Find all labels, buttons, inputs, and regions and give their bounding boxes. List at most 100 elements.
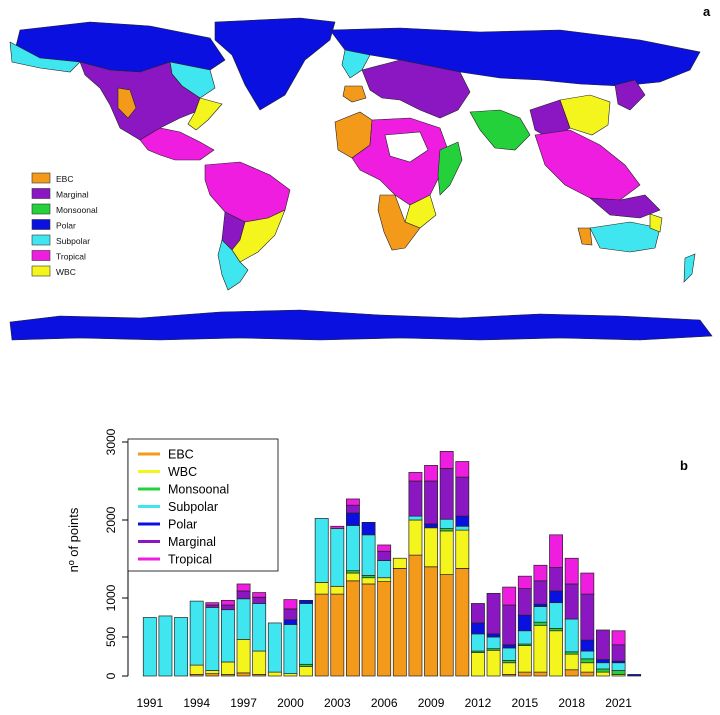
- bar-segment-polar-2020: [596, 659, 610, 664]
- bar-segment-wbc-2005: [361, 577, 376, 585]
- map-legend-label-polar: Polar: [56, 221, 76, 231]
- bar-segment-wbc-2009: [424, 527, 438, 568]
- bar-segment-tropical-2000: [283, 599, 298, 610]
- bar-segment-subpolar-2017: [549, 602, 563, 629]
- bar-segment-marginal-2011: [455, 476, 470, 517]
- bar-segment-wbc-2001: [299, 666, 313, 677]
- bar-segment-tropical-2006: [377, 544, 392, 552]
- bar-segment-wbc-2011: [455, 529, 470, 569]
- map-legend-swatch-marginal: [31, 188, 51, 199]
- x-tick-label: 2012: [465, 696, 492, 710]
- bar-segment-marginal-1997: [236, 590, 251, 600]
- map-region-brazil-wbc: [231, 209, 286, 263]
- bar-segment-monsoonal-2019: [580, 658, 595, 664]
- bar-segment-wbc-2003: [330, 585, 345, 595]
- map-region-southwest-africa-ebc: [377, 194, 421, 251]
- bar-segment-ebc-2003: [330, 593, 345, 677]
- bar-segment-ebc-1995: [205, 673, 220, 677]
- map-region-gulf-tropical: [139, 127, 215, 161]
- bar-segment-subpolar-2013: [486, 636, 501, 650]
- bar-segment-ebc-2010: [439, 574, 454, 677]
- map-legend-swatch-monsoonal: [31, 203, 51, 215]
- panel-a-letter: a: [703, 4, 711, 19]
- bar-segment-polar-2014: [502, 644, 517, 649]
- bar-segment-wbc-2017: [549, 630, 563, 677]
- map-region-southeast-asia-tropical: [534, 129, 641, 201]
- map-region-scandinavia-subpolar: [341, 49, 371, 79]
- bar-segment-monsoonal-2017: [549, 628, 563, 632]
- bar-segment-subpolar-1999: [267, 622, 282, 673]
- map-legend-label-subpolar: Subpolar: [56, 236, 90, 246]
- bar-segment-polar-2001: [299, 599, 313, 604]
- bar-segment-monsoonal-2004: [346, 570, 360, 574]
- bar-segment-wbc-2006: [377, 577, 392, 582]
- chart-legend-label-polar: Polar: [168, 518, 197, 532]
- map-legend-swatch-tropical: [31, 250, 51, 261]
- bar-segment-monsoonal-2016: [533, 621, 548, 626]
- bar-segment-wbc-2004: [346, 572, 360, 582]
- x-tick-label: 1994: [183, 696, 210, 710]
- bar-segment-marginal-2010: [439, 468, 454, 520]
- map-region-new-zealand-subpolar: [683, 253, 696, 283]
- bar-segment-subpolar-1994: [189, 600, 204, 666]
- panel-b-letter: b: [680, 458, 688, 473]
- bar-segment-marginal-2012: [471, 603, 485, 624]
- map-legend-label-wbc: WBC: [56, 267, 76, 277]
- bar-segment-wbc-1999: [267, 671, 282, 677]
- bar-segment-polar-2012: [471, 622, 485, 635]
- map-region-iberia-ebc: [342, 85, 367, 103]
- bar-segment-marginal-2006: [377, 550, 392, 561]
- bar-segment-subpolar-1991: [142, 617, 157, 677]
- bar-segment-tropical-2011: [455, 461, 470, 478]
- bar-segment-wbc-2019: [580, 662, 595, 673]
- bar-segment-marginal-1996: [221, 604, 235, 611]
- bar-segment-subpolar-1998: [252, 603, 267, 652]
- map-region-us-west-ebc: [117, 87, 137, 119]
- map-legend-swatch-polar: [31, 219, 51, 230]
- bar-segment-monsoonal-2018: [564, 651, 579, 655]
- bar-segment-tropical-2018: [564, 557, 579, 585]
- bar-segment-wbc-2018: [564, 653, 579, 671]
- y-axis: 0 500 1000 2000 3000: [104, 428, 129, 679]
- bar-segment-polar-2013: [486, 633, 501, 638]
- bar-segment-tropical-2004: [346, 498, 360, 506]
- y-tick-label: 1000: [104, 584, 118, 611]
- bar-segment-tropical-2016: [533, 564, 548, 582]
- y-tick-label: 0: [104, 672, 118, 679]
- x-axis: 1991 1994 1997 2000 2003 2006 2009 2012 2015 2018…: [136, 696, 632, 710]
- bar-segment-polar-2022: [627, 674, 642, 677]
- bar-segment-wbc-2016: [533, 624, 548, 673]
- bar-segment-marginal-2008: [408, 480, 423, 517]
- bar-segment-wbc-2008: [408, 519, 423, 556]
- chart-legend-label-tropical: Tropical: [168, 553, 212, 567]
- map-region-alaska-subpolar: [9, 41, 81, 73]
- bar-segment-wbc-2020: [596, 671, 610, 677]
- bar-segment-subpolar-1995: [205, 607, 220, 671]
- map-legend-swatch-wbc: [31, 265, 51, 277]
- bar-segment-subpolar-2019: [580, 650, 595, 660]
- map-region-east-africa-monsoonal: [437, 141, 463, 196]
- map-region-antarctica-polar: [9, 309, 713, 341]
- map-legend-swatch-ebc: [31, 172, 51, 184]
- bar-segment-tropical-1998: [252, 592, 267, 598]
- bar-segment-ebc-1997: [236, 672, 251, 677]
- bar-segment-wbc-1994: [189, 664, 204, 675]
- bar-segment-wbc-2000: [283, 673, 298, 677]
- map-region-eurasia-polar: [329, 27, 701, 87]
- bar-segment-marginal-1995: [205, 604, 220, 608]
- map-region-west-australia-ebc: [577, 227, 593, 246]
- map-region-greenland: [214, 17, 336, 111]
- bar-segment-subpolar-2002: [314, 518, 329, 583]
- map-region-europe-marginal: [361, 59, 471, 119]
- bar-segment-subpolar-2010: [439, 518, 454, 529]
- bar-segment-monsoonal-2020: [596, 668, 610, 673]
- bar-segment-marginal-2021: [611, 644, 626, 662]
- bar-segment-polar-2015: [517, 614, 532, 632]
- bar-segment-polar-2000: [283, 619, 298, 625]
- map-legend: EBC Marginal Monsoonal Polar Subpolar Tropica…: [31, 172, 98, 277]
- y-tick-label: 500: [104, 627, 118, 647]
- bar-segment-ebc-2009: [424, 566, 438, 677]
- bar-segment-marginal-2018: [564, 583, 579, 620]
- bar-segment-wbc-1998: [252, 650, 267, 675]
- x-tick-label: 1991: [136, 696, 163, 710]
